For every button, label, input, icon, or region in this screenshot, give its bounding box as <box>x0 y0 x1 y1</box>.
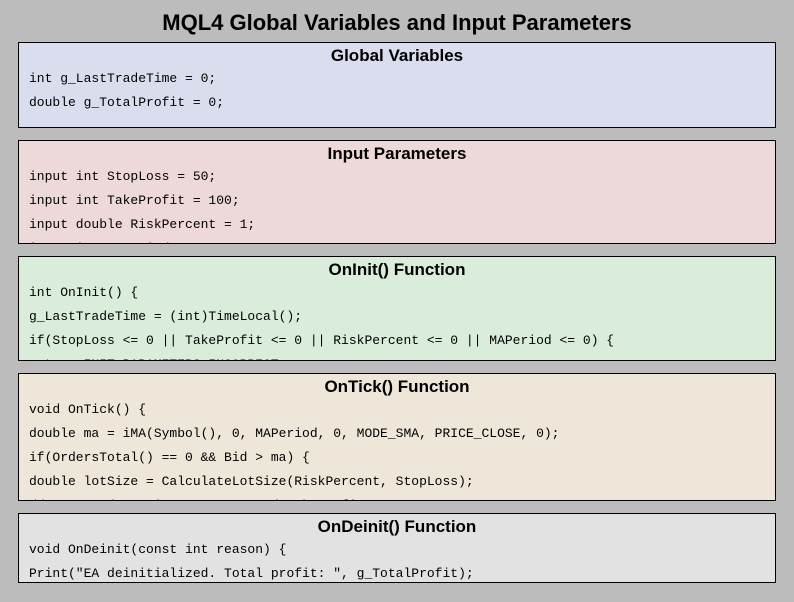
code-line: Print("EA deinitialized. Total profit: "… <box>29 562 765 583</box>
code-line: if(OrdersTotal() == 0 && Bid > ma) { <box>29 446 765 470</box>
panel-header-input: Input Parameters <box>19 141 775 165</box>
panel-input: Input Parametersinput int StopLoss = 50;… <box>18 140 776 244</box>
panel-ontick: OnTick() Functionvoid OnTick() {double m… <box>18 373 776 501</box>
panels-container: Global Variablesint g_LastTradeTime = 0;… <box>0 42 794 583</box>
code-line: int OnInit() { <box>29 281 765 305</box>
code-line: void OnTick() { <box>29 398 765 422</box>
panel-oninit: OnInit() Functionint OnInit() {g_LastTra… <box>18 256 776 361</box>
code-line: // Open order using StopLoss and TakePro… <box>29 494 765 501</box>
panel-ondeinit: OnDeinit() Functionvoid OnDeinit(const i… <box>18 513 776 583</box>
panel-header-ondeinit: OnDeinit() Function <box>19 514 775 538</box>
panel-body-oninit: int OnInit() {g_LastTradeTime = (int)Tim… <box>19 281 775 361</box>
code-line: double ma = iMA(Symbol(), 0, MAPeriod, 0… <box>29 422 765 446</box>
code-line: input double RiskPercent = 1; <box>29 213 765 237</box>
code-line: g_LastTradeTime = (int)TimeLocal(); <box>29 305 765 329</box>
code-line: double g_TotalProfit = 0; <box>29 91 765 115</box>
code-line: double lotSize = CalculateLotSize(RiskPe… <box>29 470 765 494</box>
panel-body-global: int g_LastTradeTime = 0;double g_TotalPr… <box>19 67 775 119</box>
panel-body-input: input int StopLoss = 50;input int TakePr… <box>19 165 775 244</box>
page-title: MQL4 Global Variables and Input Paramete… <box>0 0 794 42</box>
panel-body-ontick: void OnTick() {double ma = iMA(Symbol(),… <box>19 398 775 501</box>
code-line: if(StopLoss <= 0 || TakeProfit <= 0 || R… <box>29 329 765 353</box>
panel-body-ondeinit: void OnDeinit(const int reason) {Print("… <box>19 538 775 583</box>
code-line: void OnDeinit(const int reason) { <box>29 538 765 562</box>
code-line: input int TakeProfit = 100; <box>29 189 765 213</box>
panel-header-oninit: OnInit() Function <box>19 257 775 281</box>
panel-header-ontick: OnTick() Function <box>19 374 775 398</box>
code-line: input int StopLoss = 50; <box>29 165 765 189</box>
code-line: return INIT_PARAMETERS_INCORRECT; <box>29 353 765 361</box>
panel-header-global: Global Variables <box>19 43 775 67</box>
code-line: input int MAPeriod = 20; <box>29 237 765 244</box>
panel-global: Global Variablesint g_LastTradeTime = 0;… <box>18 42 776 128</box>
code-line: int g_LastTradeTime = 0; <box>29 67 765 91</box>
